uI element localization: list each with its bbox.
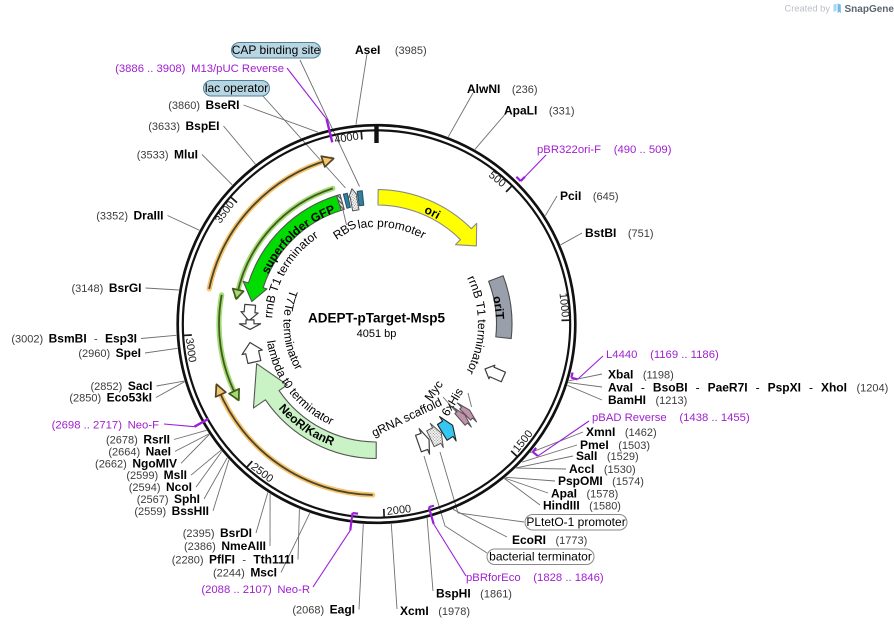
svg-text:XcmI (1978): XcmI (1978) (400, 604, 470, 618)
svg-text:PLtetO-1 promoter: PLtetO-1 promoter (526, 515, 625, 529)
svg-text:(3633) BspEI: (3633) BspEI (148, 119, 219, 133)
svg-text:(3002) BsmBI - Esp3I: (3002) BsmBI - Esp3I (11, 332, 137, 346)
svg-text:BspHI (1861): BspHI (1861) (436, 587, 512, 601)
svg-text:AseI (3985): AseI (3985) (355, 43, 427, 57)
svg-text:(2662) NgoMIV: (2662) NgoMIV (95, 456, 177, 470)
svg-text:(2594) NcoI: (2594) NcoI (129, 480, 192, 494)
svg-text:XbaI (1198): XbaI (1198) (608, 368, 674, 382)
svg-text:(3860) BseRI: (3860) BseRI (168, 98, 239, 112)
svg-text:ApaI (1578): ApaI (1578) (551, 487, 618, 501)
svg-text:(2567) SphI: (2567) SphI (137, 492, 200, 506)
svg-text:(2088 .. 2107) Neo-R: (2088 .. 2107) Neo-R (201, 584, 310, 596)
svg-text:SnapGene: SnapGene (845, 4, 894, 15)
svg-text:(3148) BsrGI: (3148) BsrGI (72, 281, 142, 295)
svg-text:(2698 .. 2717) Neo-F: (2698 .. 2717) Neo-F (52, 420, 159, 432)
svg-text:PmeI (1503): PmeI (1503) (580, 438, 650, 452)
svg-text:(2386) NmeAIII: (2386) NmeAIII (184, 539, 266, 553)
svg-text:bacterial terminator: bacterial terminator (489, 550, 592, 564)
svg-text:CAP binding site: CAP binding site (232, 43, 321, 57)
svg-text:(2395) BsrDI: (2395) BsrDI (183, 526, 252, 540)
svg-text:lac operator: lac operator (205, 81, 268, 95)
svg-text:4051 bp: 4051 bp (357, 328, 397, 340)
svg-text:(2664) NaeI: (2664) NaeI (108, 444, 171, 458)
svg-text:(3352) DraIII: (3352) DraIII (96, 209, 163, 223)
svg-text:(2850) Eco53kI: (2850) Eco53kI (69, 391, 152, 405)
svg-text:(2678) RsrII: (2678) RsrII (106, 433, 170, 447)
svg-text:AvaI - BsoBI - PaeR7I -: AvaI - BsoBI - PaeR7I - PspXI - XhoI (12… (608, 381, 888, 395)
svg-text:(3886 .. 3908) M13/pUC Reverse: (3886 .. 3908) M13/pUC Reverse (115, 63, 284, 75)
svg-text:ori: ori (422, 203, 442, 223)
svg-text:PciI (645): PciI (645) (560, 189, 619, 203)
svg-text:pBRforEco (1828 .. 1846): pBRforEco (1828 .. 1846) (466, 572, 604, 584)
svg-text:(2244) MscI: (2244) MscI (213, 565, 277, 579)
svg-text:(2852) SacI: (2852) SacI (91, 379, 153, 393)
svg-text:SalI (1529): SalI (1529) (576, 449, 639, 463)
svg-text:(2068) EagI: (2068) EagI (292, 603, 355, 617)
svg-text:(3533) MluI: (3533) MluI (137, 148, 198, 162)
svg-text:(2280) PflFI - Tth111I: (2280) PflFI - Tth111I (172, 553, 294, 567)
svg-text:L4440 (1169 .. 1186): L4440 (1169 .. 1186) (606, 349, 719, 361)
svg-text:2000: 2000 (386, 503, 412, 518)
svg-text:PspOMI (1574): PspOMI (1574) (558, 474, 644, 488)
svg-text:3000: 3000 (183, 337, 198, 363)
svg-text:ADEPT-pTarget-Msp5: ADEPT-pTarget-Msp5 (308, 311, 446, 326)
svg-text:(2599) MslI: (2599) MslI (126, 468, 187, 482)
svg-text:Created by: Created by (785, 4, 831, 14)
svg-text:(2960) SpeI: (2960) SpeI (78, 346, 141, 360)
svg-text:(2559) BssHII: (2559) BssHII (134, 504, 209, 518)
svg-text:XmnI (1462): XmnI (1462) (586, 425, 657, 439)
svg-text:4000: 4000 (334, 130, 360, 146)
svg-text:AccI (1530): AccI (1530) (569, 462, 636, 476)
svg-text:oriT: oriT (490, 295, 507, 321)
svg-text:1000: 1000 (556, 292, 570, 318)
svg-text:EcoRI (1773): EcoRI (1773) (512, 533, 587, 547)
